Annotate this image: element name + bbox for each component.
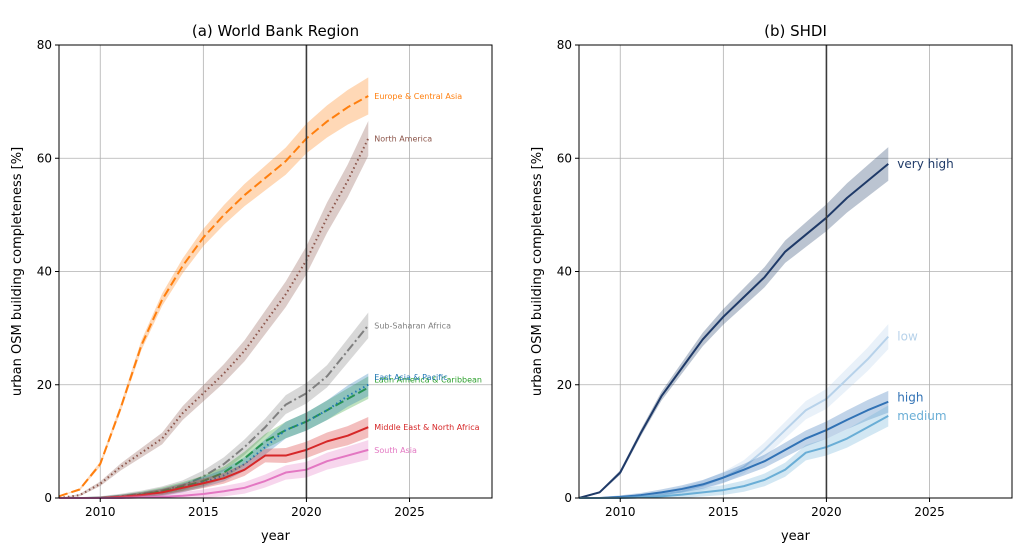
x-tick-label: 2010 bbox=[605, 505, 636, 519]
x-tick-label: 2015 bbox=[708, 505, 739, 519]
series-band-0 bbox=[59, 77, 369, 497]
series-label-0: Europe & Central Asia bbox=[374, 92, 462, 101]
series-band-4 bbox=[59, 373, 369, 498]
series-line-3 bbox=[59, 386, 369, 499]
series-band-2 bbox=[579, 390, 889, 498]
series-label-6: South Asia bbox=[374, 446, 417, 455]
series-label-5: Middle East & North Africa bbox=[374, 423, 479, 432]
y-tick-label: 0 bbox=[564, 491, 572, 505]
y-axis-label: urban OSM building completeness [%] bbox=[530, 147, 545, 396]
series-band-0 bbox=[579, 147, 889, 498]
chart-panel-1: Europe & Central Asia North America Sub-Sa… bbox=[10, 22, 493, 544]
y-tick-label: 0 bbox=[44, 491, 52, 505]
y-tick-label: 60 bbox=[557, 151, 572, 165]
x-tick-label: 2015 bbox=[188, 505, 219, 519]
x-tick-label: 2025 bbox=[914, 505, 945, 519]
series-label-4: East Asia & Pacific bbox=[374, 373, 447, 382]
chart-title: (b) SHDI bbox=[764, 22, 827, 40]
y-tick-label: 40 bbox=[557, 265, 572, 279]
x-axis-label: year bbox=[781, 529, 811, 544]
x-tick-label: 2025 bbox=[394, 505, 425, 519]
series-label-3: medium bbox=[897, 409, 946, 423]
y-tick-label: 20 bbox=[37, 378, 52, 392]
series-label-2: Sub-Saharan Africa bbox=[374, 321, 451, 330]
chart-title: (a) World Bank Region bbox=[192, 22, 359, 40]
series-line-0 bbox=[58, 95, 369, 498]
series-label-3: Latin America & Caribbean bbox=[374, 376, 482, 385]
chart-panel-2: very high low high medium 2010 2015 2020 2025 0 2… bbox=[530, 22, 1013, 544]
y-tick-label: 60 bbox=[37, 151, 52, 165]
x-axis-label: year bbox=[261, 529, 291, 544]
x-tick-label: 2020 bbox=[291, 505, 322, 519]
y-tick-label: 80 bbox=[557, 38, 572, 52]
series-band-3 bbox=[59, 376, 369, 498]
y-tick-label: 80 bbox=[37, 38, 52, 52]
series-label-1: North America bbox=[374, 134, 432, 143]
y-tick-label: 40 bbox=[37, 265, 52, 279]
series-label-2: high bbox=[897, 391, 923, 405]
x-tick-label: 2010 bbox=[85, 505, 116, 519]
series-line-0 bbox=[578, 163, 889, 499]
series-line-2 bbox=[579, 400, 889, 499]
x-tick-label: 2020 bbox=[811, 505, 842, 519]
series-label-1: low bbox=[897, 330, 918, 344]
y-axis-label: urban OSM building completeness [%] bbox=[10, 147, 25, 396]
y-tick-label: 20 bbox=[557, 378, 572, 392]
series-label-0: very high bbox=[897, 157, 954, 171]
